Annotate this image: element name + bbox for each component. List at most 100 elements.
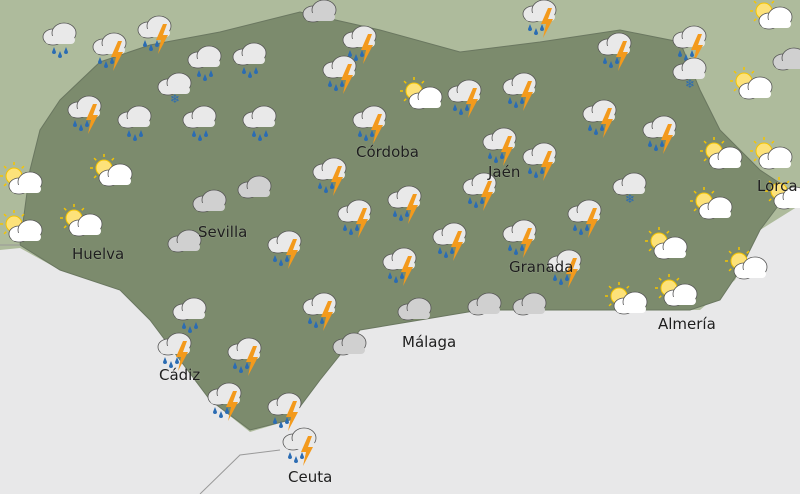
storm-icon bbox=[342, 25, 377, 64]
snow-icon: ❄ bbox=[672, 57, 707, 91]
drop bbox=[245, 362, 249, 369]
sun-ray bbox=[693, 208, 697, 212]
rain-icon bbox=[187, 45, 222, 81]
cloud-part bbox=[190, 59, 220, 67]
drop bbox=[340, 80, 344, 87]
storm-icon bbox=[447, 79, 482, 118]
drop bbox=[468, 197, 472, 204]
cloud-icon bbox=[332, 332, 367, 356]
bolt bbox=[321, 301, 333, 331]
cloud-icon bbox=[302, 0, 337, 23]
drop bbox=[349, 228, 353, 235]
sun-ray bbox=[3, 213, 7, 217]
city-label: Huelva bbox=[72, 245, 124, 263]
sun-icon bbox=[730, 67, 773, 100]
drop bbox=[273, 417, 277, 424]
drop bbox=[203, 74, 207, 81]
drop bbox=[58, 51, 62, 58]
drop bbox=[678, 50, 682, 57]
cloud-part bbox=[335, 346, 365, 354]
sun-ray bbox=[421, 80, 425, 84]
drop bbox=[52, 47, 56, 54]
rain-icon bbox=[182, 105, 217, 141]
city-label: Córdoba bbox=[356, 143, 419, 161]
bolt bbox=[331, 166, 343, 196]
storm-icon bbox=[302, 292, 337, 331]
drop bbox=[508, 244, 512, 251]
snowflake: ❄ bbox=[170, 92, 180, 106]
city-label: Granada bbox=[509, 258, 573, 276]
drop bbox=[444, 251, 448, 258]
bolt bbox=[541, 8, 553, 38]
drop bbox=[320, 317, 324, 324]
rain-icon bbox=[232, 42, 267, 78]
cloud-part bbox=[711, 160, 741, 168]
drop bbox=[594, 128, 598, 135]
snow-icon: ❄ bbox=[612, 172, 647, 206]
drop bbox=[603, 57, 607, 64]
snowflake: ❄ bbox=[625, 192, 635, 206]
bolt bbox=[226, 391, 238, 421]
city-label: Almería bbox=[658, 315, 716, 333]
drop bbox=[459, 108, 463, 115]
drop bbox=[300, 452, 304, 459]
drop bbox=[540, 24, 544, 31]
sun-ray bbox=[768, 198, 772, 202]
drop bbox=[219, 411, 223, 418]
drop bbox=[254, 67, 258, 74]
storm-icon bbox=[502, 72, 537, 111]
drop bbox=[318, 182, 322, 189]
storm-icon bbox=[597, 32, 632, 71]
drop bbox=[615, 57, 619, 64]
cloud-part bbox=[45, 36, 75, 44]
border bbox=[0, 244, 281, 494]
sun-icon bbox=[0, 210, 43, 243]
drop bbox=[204, 130, 208, 137]
storm-icon bbox=[382, 247, 417, 286]
drop bbox=[279, 421, 283, 428]
drop bbox=[110, 57, 114, 64]
sun-ray bbox=[771, 140, 775, 144]
drop bbox=[285, 255, 289, 262]
drop bbox=[438, 247, 442, 254]
drop bbox=[480, 197, 484, 204]
drop bbox=[248, 71, 252, 78]
drop bbox=[355, 224, 359, 231]
cloud-part bbox=[120, 119, 150, 127]
drop bbox=[559, 278, 563, 285]
drop bbox=[330, 182, 334, 189]
drop bbox=[104, 61, 108, 68]
cloud-icon bbox=[192, 189, 227, 213]
sun-ray bbox=[3, 231, 7, 235]
sun-icon bbox=[605, 282, 648, 315]
sun-icon bbox=[765, 177, 800, 210]
storm-icon bbox=[227, 337, 262, 376]
drop bbox=[388, 272, 392, 279]
storm-icon bbox=[207, 382, 242, 421]
drop bbox=[252, 130, 256, 137]
drop bbox=[540, 167, 544, 174]
bolt bbox=[286, 239, 298, 269]
sun-ray bbox=[658, 295, 662, 299]
city-label: Sevilla bbox=[198, 223, 247, 241]
drop bbox=[155, 40, 159, 47]
cloud-icon bbox=[772, 47, 800, 71]
storm-icon bbox=[67, 95, 102, 134]
bolt bbox=[111, 41, 123, 71]
storm-icon bbox=[642, 115, 677, 154]
drop bbox=[579, 228, 583, 235]
sun-ray bbox=[93, 175, 97, 179]
city-label: Málaga bbox=[402, 333, 456, 351]
bolt bbox=[301, 436, 313, 466]
sun-ray bbox=[3, 165, 7, 169]
cloud-part bbox=[11, 233, 41, 241]
bolt bbox=[586, 208, 598, 238]
drop bbox=[242, 67, 246, 74]
drop bbox=[588, 124, 592, 131]
snowflake: ❄ bbox=[685, 77, 695, 91]
sun-ray bbox=[111, 157, 115, 161]
drop bbox=[520, 97, 524, 104]
cloud-icon bbox=[512, 292, 547, 316]
storm-icon bbox=[322, 55, 357, 94]
drop bbox=[225, 407, 229, 414]
